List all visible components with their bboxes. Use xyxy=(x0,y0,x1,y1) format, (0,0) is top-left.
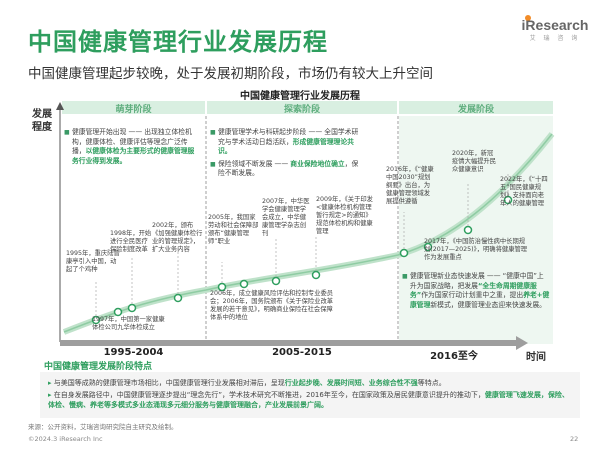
triangle-bullet-icon: ▸ xyxy=(48,379,54,387)
chart-title: 中国健康管理行业发展历程 xyxy=(240,91,360,102)
event-marker-2007 xyxy=(271,276,281,286)
logo-mark-icon xyxy=(525,15,531,21)
page-title: 中国健康管理行业发展历程 xyxy=(28,28,328,56)
copyright: ©2024.3 iResearch Inc xyxy=(28,435,103,443)
event-1998: 1998年，开始进行全民医疗保险制度改革 xyxy=(110,230,152,253)
stage2-description: ■ 健康管理学术与科研起步阶段 —— 全国学术研究与学术活动日趋活跃，形成健康管… xyxy=(210,128,362,182)
growth-curve-line xyxy=(63,133,553,333)
event-marker-2016 xyxy=(399,248,409,258)
feature-text: 与美国等成熟的健康管理市场相比，中国健康管理行业发展相对滞后，呈现 xyxy=(53,379,285,387)
x-axis-arrow-icon xyxy=(516,336,528,350)
period-label-1: 1995-2004 xyxy=(103,347,164,358)
bullet-text: 作为国家行动计划重中之重，提出 xyxy=(421,291,524,299)
feature-text: 在自身发展路径中，中国健康管理逐步提出“理念先行”，学术技术研究不断推进，201… xyxy=(53,391,485,399)
period-label-3: 2016至今 xyxy=(430,351,478,362)
bullet-highlight: “全生命周期健康服务” xyxy=(410,281,537,300)
bullet-text: ，保险不断发展。 xyxy=(218,159,359,178)
event-1997: 1997年，中国第一家健康体检公司九华体检成立 xyxy=(92,316,165,331)
bullet-square-icon: ■ xyxy=(64,129,70,136)
event-2002: 2002年，颁布《加强健康体检行业的管理规定》，扩大业务内容 xyxy=(152,222,203,253)
bullet-highlight: 形成健康管理理论共识。 xyxy=(218,137,354,156)
y-axis-arrow-icon xyxy=(56,102,64,110)
source-note: 来源：公开资料，艾瑞咨询研究院自主研究及绘制。 xyxy=(28,423,178,431)
bullet-text: 健康管理开始出现 —— 出现独立体检机构，健康体检、健康评估等理念广泛传播， xyxy=(72,128,192,155)
event-2020: 2020年，新冠疫情大幅提升民众健康意识 xyxy=(452,150,497,173)
event-marker-1997 xyxy=(113,307,123,317)
event-marker-2022 xyxy=(503,195,513,205)
event-2022: 2022年，《“十四五”国民健康规划》支持面向老年人的健康管理 xyxy=(500,176,548,207)
event-2009: 2009年，《关于印发<健康体检机构管理暂行规定>的通知》规范体检机构和健康管理 xyxy=(316,196,373,235)
feature-item-2: ▸ 在自身发展路径中，中国健康管理逐步提出“理念先行”，学术技术研究不断推进，2… xyxy=(48,390,574,410)
bullet-square-icon: ■ xyxy=(210,129,216,136)
event-marker-1998 xyxy=(127,303,137,313)
stage3-description: ■ 健康管理新业态快速发展 —— “健康中国”上升为国家战略，把发展“全生命周期… xyxy=(402,272,550,313)
triangle-bullet-icon: ▸ xyxy=(48,391,54,399)
x-axis-title: 时间 xyxy=(526,352,546,363)
y-axis-title: 发展程度 xyxy=(32,109,52,133)
bullet-text: 健康管理学术与科研起步阶段 —— 全国学术研究与学术活动日趋活跃， xyxy=(218,128,359,146)
bullet-highlight: 以健康体检为主要形式的健康管理服务行业得到发展。 xyxy=(72,147,195,165)
stage2-bullet-2: ■ 保险领域不断发展 —— 商业保险地位确立，保险不断发展。 xyxy=(210,160,362,179)
bullet-square-icon: ■ xyxy=(402,273,408,280)
event-marker-2002 xyxy=(173,293,183,303)
page-subtitle: 中国健康管理起步较晚，处于发展初期阶段，市场仍有较大上升空间 xyxy=(28,66,433,82)
event-2017: 2017年，《中国防治慢性病中长期规划(2017—2025)》，明确将健康管理作… xyxy=(424,238,528,261)
stage-panel-development xyxy=(399,116,553,344)
event-2006: 2006年，成立健康风险评估和控制专业委员会；2006年，国务院颁布《关于保险业… xyxy=(210,290,334,321)
stage3-bullet: ■ 健康管理新业态快速发展 —— “健康中国”上升为国家战略，把发展“全生命周期… xyxy=(402,272,550,310)
bullet-highlight: 商业保险地位确立 xyxy=(290,159,345,168)
feature-highlight: 健康管理飞速发展，保险、体检、慢病、养老等多模式多业态涌现多元细分服务与健康管理… xyxy=(48,391,569,409)
stage-label-exploration: 探索阶段 xyxy=(283,105,320,115)
logo-text: iResearch xyxy=(521,17,589,33)
bullet-text: 保险领域不断发展 —— xyxy=(218,159,291,168)
bullet-text: 健康管理新业态快速发展 —— “健康中国”上升为国家战略，把发展 xyxy=(410,272,544,290)
event-2005: 2005年，我国家劳动和社会保障部颁布“健康管理师”职业 xyxy=(208,214,259,245)
feature-text: 等特点。 xyxy=(417,379,446,387)
stage-bar-development xyxy=(399,101,553,114)
event-marker-2006 xyxy=(239,279,249,289)
features-list: ▸ 与美国等成熟的健康管理市场相比，中国健康管理行业发展相对滞后，呈现行业起步晚… xyxy=(48,378,574,410)
brand-logo: iResearch 艾 瑞 咨 询 xyxy=(520,10,590,42)
bullet-text: 新模式，健康管理业态迎来快速发展。 xyxy=(430,300,546,309)
event-1995: 1995年，重庆陆普康亭引入中国，动起了个鸡种 xyxy=(66,250,120,273)
page-number: 22 xyxy=(570,435,579,443)
features-panel xyxy=(40,372,580,418)
stage-label-development: 发展阶段 xyxy=(457,105,494,115)
stage1-description: ■ 健康管理开始出现 —— 出现独立体检机构，健康体检、健康评估等理念广泛传播，… xyxy=(64,128,196,169)
event-marker-2005 xyxy=(217,282,227,292)
event-2016: 2016年，《“健康中国2030”规划纲要》出台，为健康管理领域发展提供遵循 xyxy=(386,166,434,205)
stage-bar-sprouting xyxy=(62,101,205,114)
bullet-square-icon: ■ xyxy=(210,160,216,168)
bullet-highlight: 养老+健康管理 xyxy=(410,291,550,309)
feature-item-1: ▸ 与美国等成熟的健康管理市场相比，中国健康管理行业发展相对滞后，呈现行业起步晚… xyxy=(48,378,574,388)
event-marker-2020 xyxy=(463,225,473,235)
stage-label-sprouting: 萌芽阶段 xyxy=(115,105,152,115)
stage-bar-exploration xyxy=(207,101,397,114)
feature-highlight: 行业起步晚、发展时间短、业务综合性不强 xyxy=(284,379,418,387)
event-marker-2017 xyxy=(423,242,433,252)
event-marker-1995 xyxy=(91,315,101,325)
features-title: 中国健康管理发展阶段特点 xyxy=(44,362,153,372)
stage-panel-exploration xyxy=(207,116,397,344)
stage2-bullet-1: ■ 健康管理学术与科研起步阶段 —— 全国学术研究与学术活动日趋活跃，形成健康管… xyxy=(210,128,362,157)
period-label-2: 2005-2015 xyxy=(272,347,332,358)
event-2007: 2007年，中华医学会健康管理学会成立，中华健康管理学杂志创刊 xyxy=(262,198,310,237)
stage1-bullet: ■ 健康管理开始出现 —— 出现独立体检机构，健康体检、健康评估等理念广泛传播，… xyxy=(64,128,196,166)
logo-subtext: 艾 瑞 咨 询 xyxy=(529,35,581,42)
event-marker-2009 xyxy=(311,270,321,280)
x-axis-bar xyxy=(60,340,518,346)
